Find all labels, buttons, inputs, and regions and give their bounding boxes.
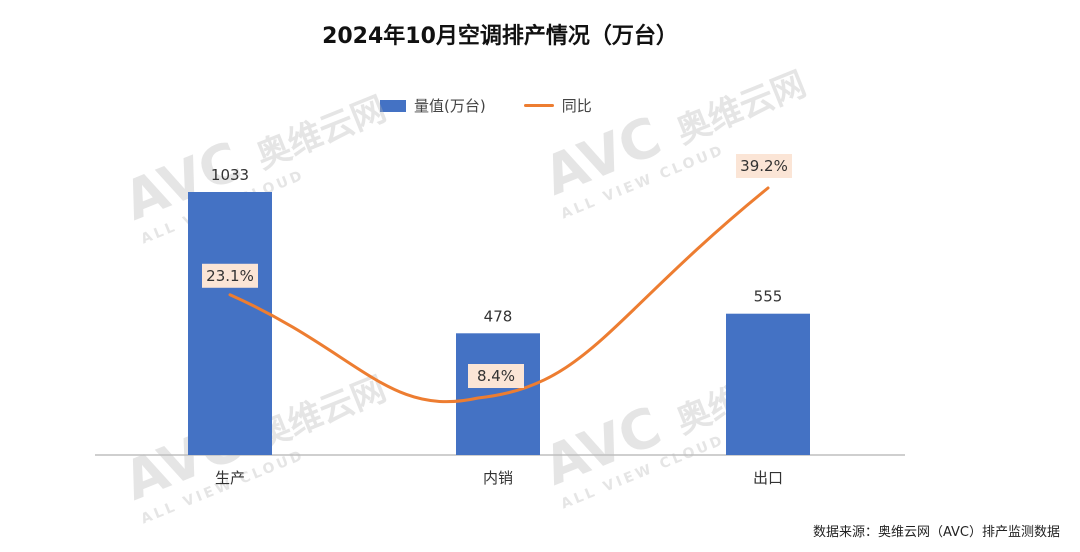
chart-title: 2024年10月空调排产情况（万台） [322,24,678,49]
legend-item-line: 同比 [523,95,592,116]
chart-legend: 量值(万台) 同比 [380,95,592,116]
bar-0 [188,192,272,455]
bar-value-label-2: 555 [754,288,783,306]
bar-value-label-0: 1033 [211,166,249,184]
legend-line-swatch [523,104,554,107]
yoy-label-bg-2 [736,154,792,178]
yoy-label-2: 39.2% [740,157,788,175]
category-label-0: 生产 [215,469,245,487]
legend-item-bar: 量值(万台) [380,95,486,116]
legend-bar-label: 量值(万台) [414,97,486,115]
yoy-series-line [228,186,770,404]
category-label-2: 出口 [753,469,783,487]
yoy-label-bg-1 [468,364,524,388]
bar-value-label-1: 478 [484,307,513,325]
data-source-note: 数据来源：奥维云网（AVC）排产监测数据 [812,525,1060,540]
yoy-label-bg-0 [202,263,258,288]
category-label-1: 内销 [483,469,513,487]
yoy-label-0: 23.1% [206,267,254,285]
legend-bar-swatch [380,99,406,112]
yoy-label-1: 8.4% [477,367,515,385]
legend-line-label: 同比 [561,97,592,115]
bar-2 [726,313,810,455]
